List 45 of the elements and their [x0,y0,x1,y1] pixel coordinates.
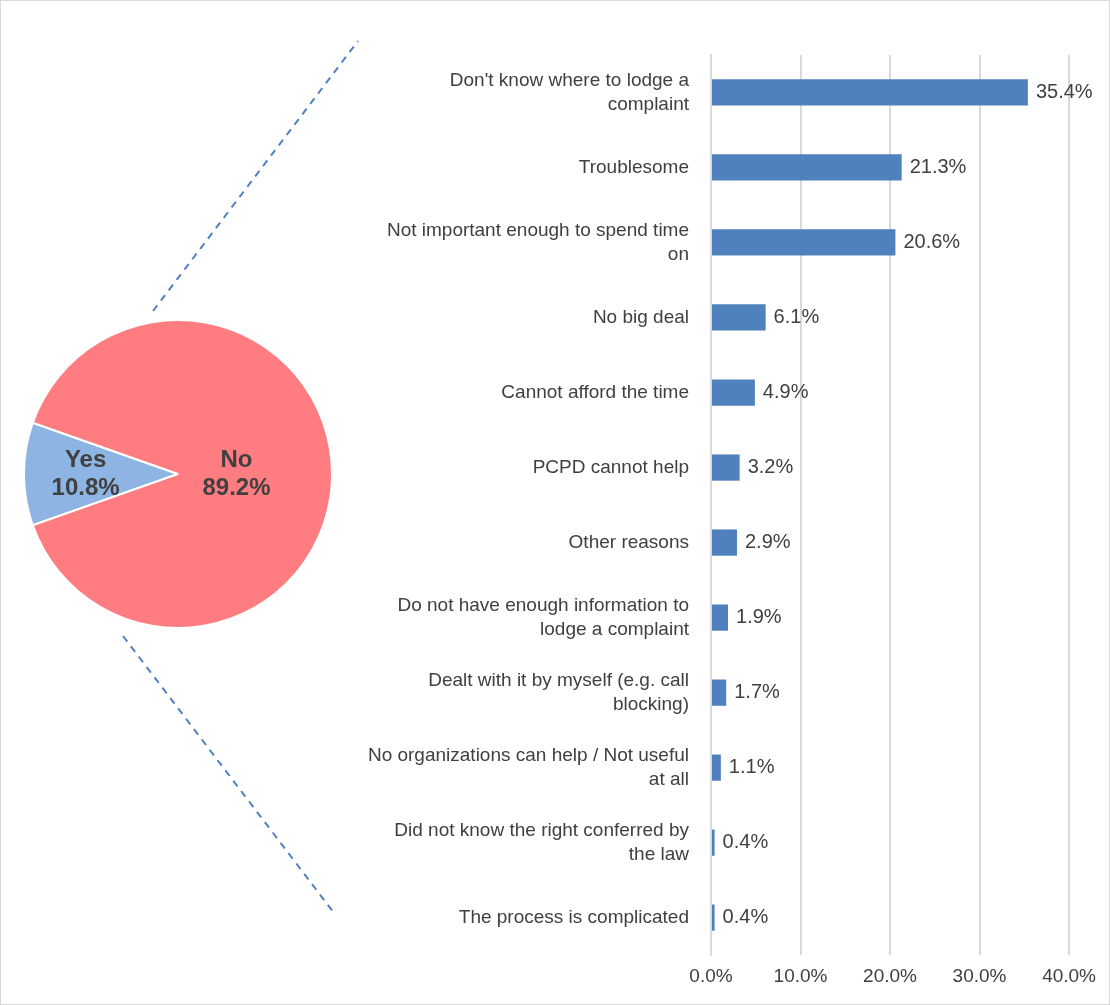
data-label: 3.2% [747,455,794,478]
bar [712,529,737,556]
y-tick-label: PCPD cannot help [532,455,689,477]
y-tick-label: Don't know where to lodge a complaint [449,68,690,114]
y-tick-label: Cannot afford the time [501,380,689,402]
data-label: 10.8% [51,472,120,500]
slice-label: No [220,444,253,472]
y-tick-label: Do not have enough information to lodge a complaint [397,593,690,639]
bar [712,154,902,181]
data-label: 6.1% [773,305,820,327]
y-tick-label: Not important enough to spend time on [386,218,689,264]
x-tick-label: 40.0% [1042,964,1097,986]
bar [712,229,896,256]
bar [712,304,766,331]
x-tick-label: 30.0% [952,964,1007,986]
x-tick-label: 10.0% [773,964,828,986]
y-tick-label: Did not know the right conferred by the law [394,819,690,864]
bar [712,829,715,856]
y-tick-label: No big deal [592,305,689,327]
data-label: 1.1% [728,755,775,778]
y-tick-label: Troublesome [578,155,689,177]
data-label: 0.4% [722,830,769,853]
x-tick-label: 20.0% [863,964,918,986]
bar [712,679,727,706]
bar [712,604,729,631]
x-tick-label: 0.0% [689,964,733,986]
slice-label: Yes [64,444,107,472]
data-label: 0.4% [722,905,769,928]
data-label: 20.6% [903,229,961,252]
y-tick-label: Other reasons [568,530,689,552]
data-label: 89.2% [202,472,271,500]
data-label: 35.4% [1035,79,1093,102]
data-label: 21.3% [909,154,967,177]
y-tick-label: No organizations can help / Not useful at all [367,744,689,789]
y-tick-label: Dealt with it by myself (e.g. call blocking) [428,669,689,714]
bar [712,904,715,931]
y-tick-label: The process is complicated [458,905,689,927]
bar [712,79,1028,106]
bar [712,379,755,406]
data-label: 1.9% [736,605,782,628]
data-label: 4.9% [762,380,809,403]
data-label: 2.9% [744,530,791,553]
bar [712,754,721,781]
bar [712,454,740,481]
data-label: 1.7% [734,680,781,703]
